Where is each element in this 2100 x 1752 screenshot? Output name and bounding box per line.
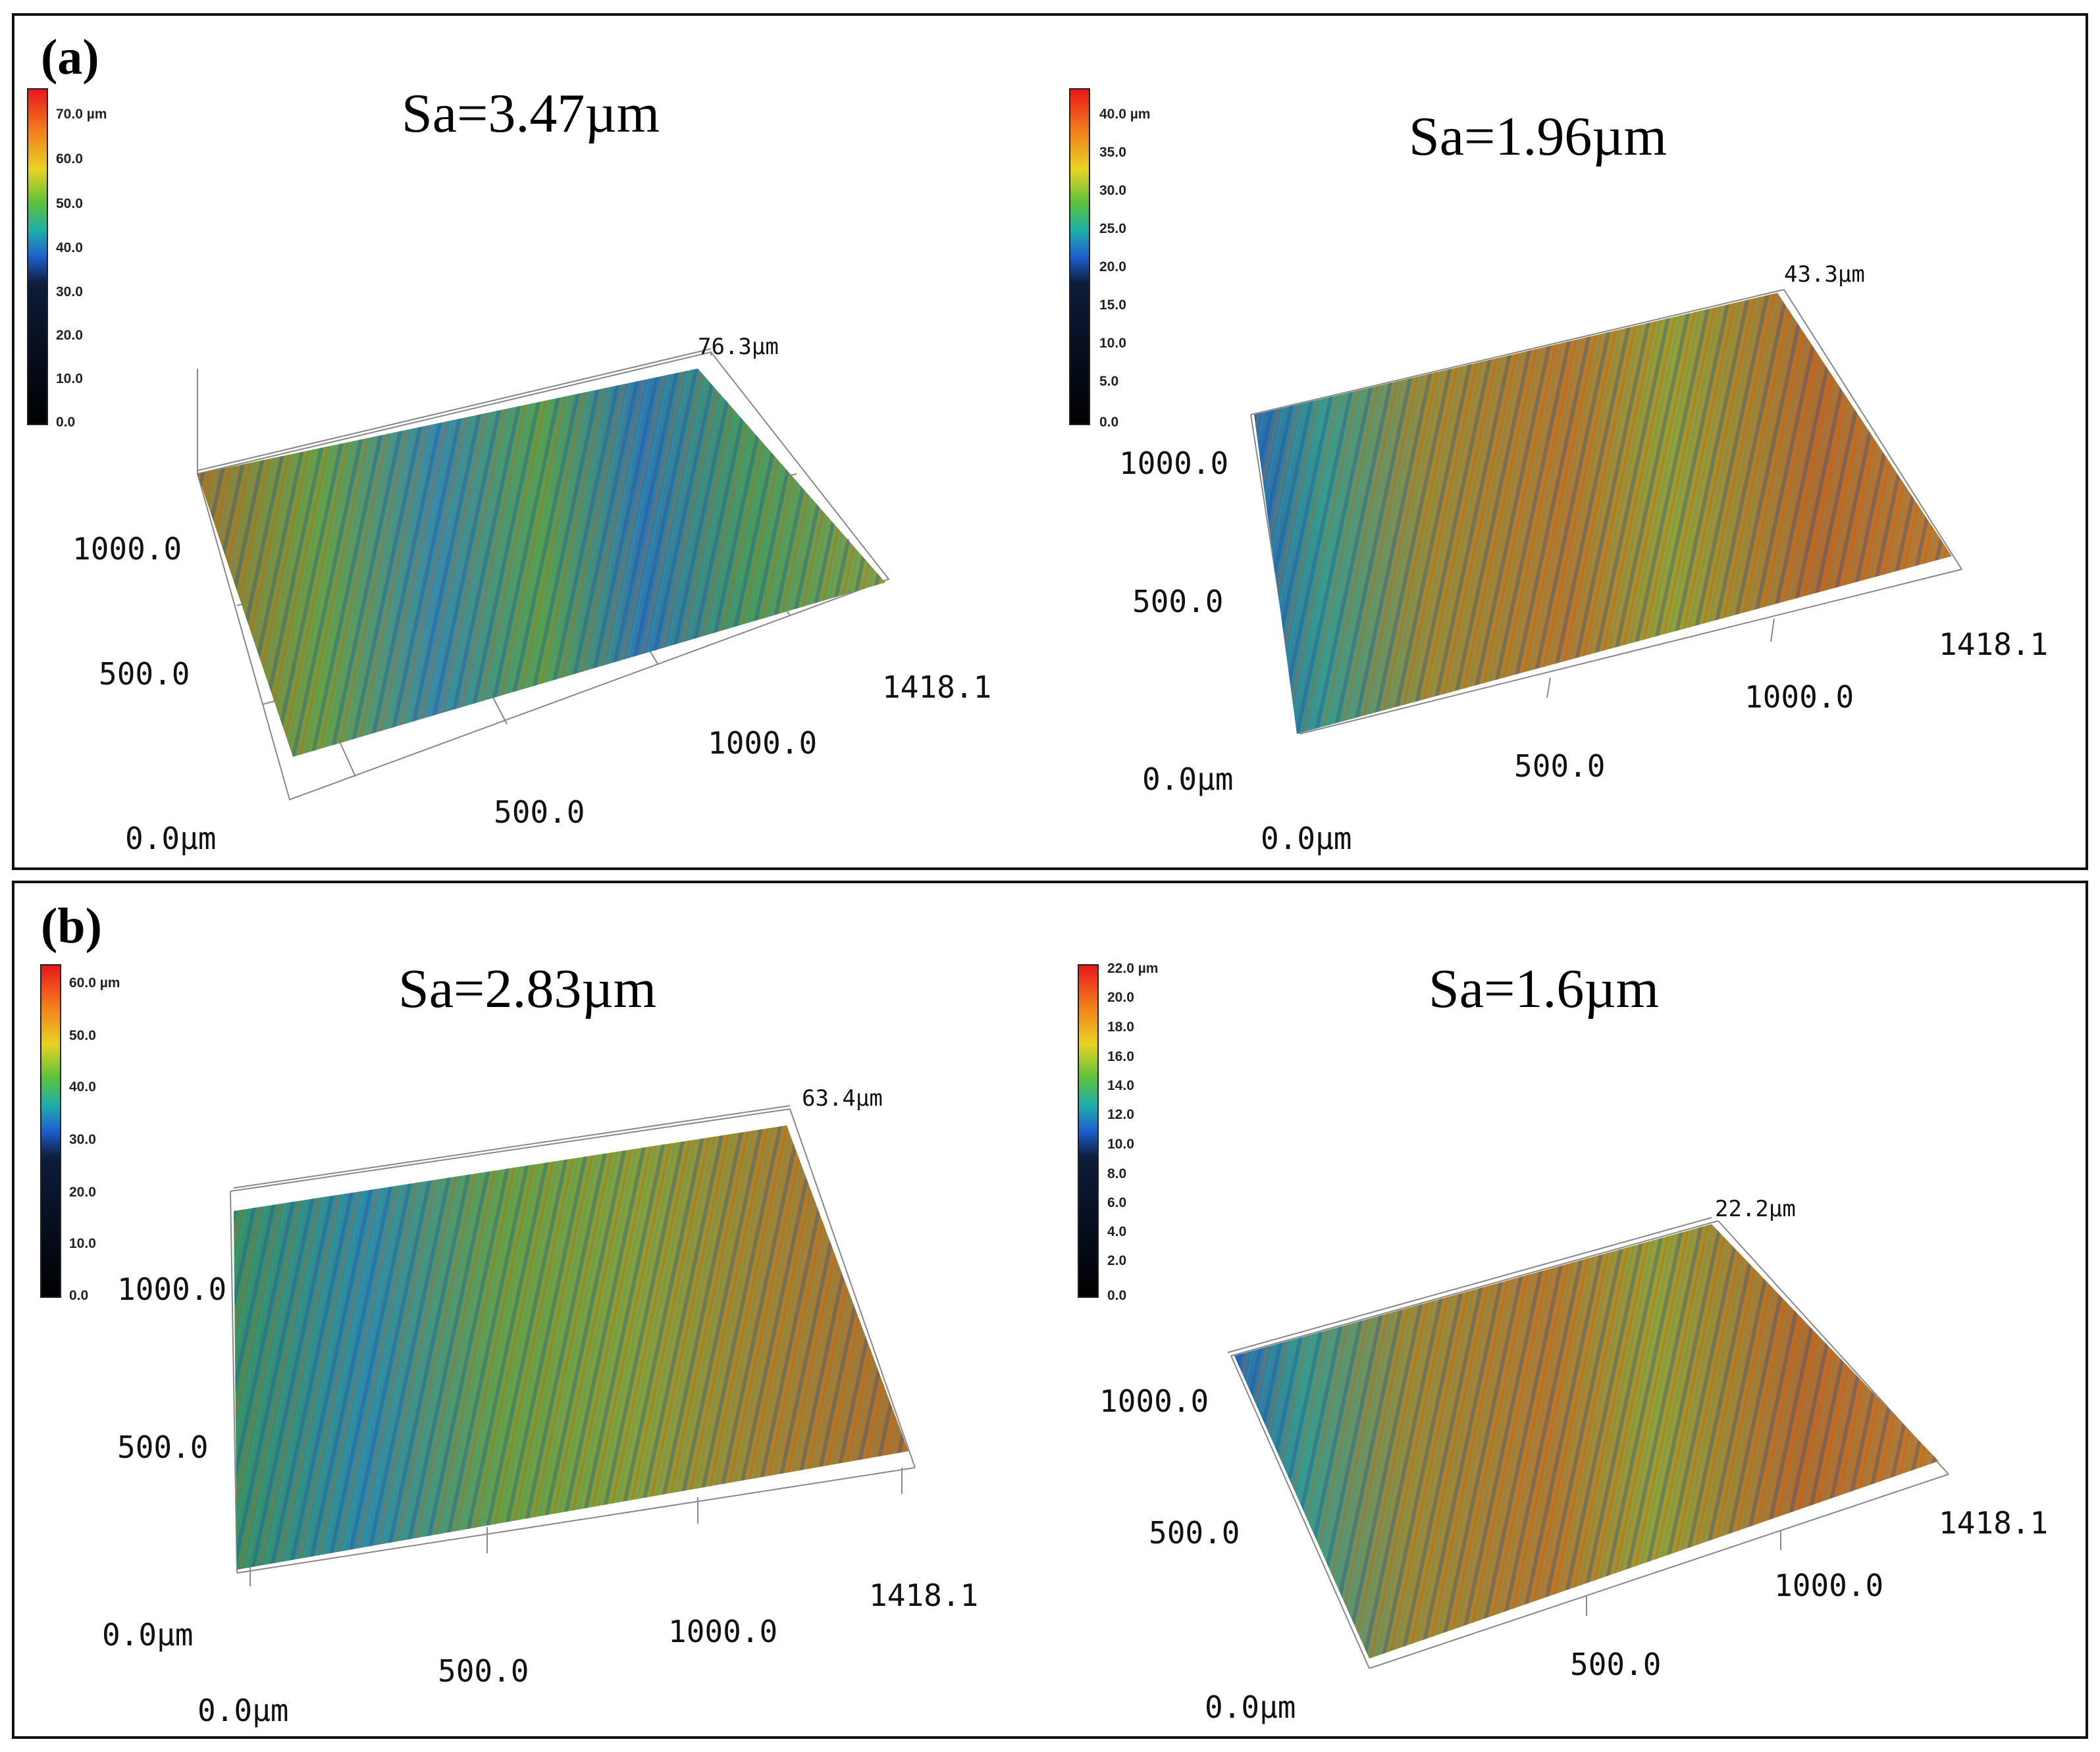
- colorbar-ticks: 60.0 µm 50.0 40.0 30.0 20.0 10.0 0.0: [69, 975, 120, 1303]
- colorbar-tick: 20.0: [1099, 259, 1126, 274]
- colorbar-tick: 20.0: [69, 1185, 96, 1200]
- plot-a2: 40.0 µm 35.0 30.0 25.0 20.0 15.0 10.0 5.…: [1069, 88, 2048, 856]
- colorbar-tick: 2.0: [1107, 1253, 1126, 1268]
- colorbar-tick: 14.0: [1107, 1078, 1134, 1093]
- colorbar-tick: 10.0: [56, 371, 83, 386]
- colorbar-ticks: 22.0 µm 20.0 18.0 16.0 14.0 12.0 10.0 8.…: [1107, 961, 1158, 1303]
- colorbar-tick: 35.0: [1099, 145, 1126, 160]
- z-max-label: 63.4µm: [802, 1085, 883, 1112]
- colorbar-tick: 30.0: [56, 284, 83, 299]
- origin-y-label: 0.0µm: [102, 1617, 193, 1653]
- surface-texture: [1234, 1224, 1939, 1659]
- colorbar-tick: 50.0: [56, 196, 83, 211]
- colorbar-tick: 5.0: [1099, 374, 1118, 389]
- colorbar-tick: 10.0: [1099, 336, 1126, 351]
- colorbar-ticks: 40.0 µm 35.0 30.0 25.0 20.0 15.0 10.0 5.…: [1099, 107, 1150, 430]
- x-tick: 1418.1: [882, 669, 991, 705]
- plot-b1: 60.0 µm 50.0 40.0 30.0 20.0 10.0 0.0 Sa=…: [40, 958, 978, 1728]
- colorbar-tick: 40.0: [69, 1079, 96, 1095]
- colorbar: [40, 964, 61, 1298]
- colorbar-tick: 0.0: [56, 415, 75, 430]
- colorbar-tick: 30.0: [69, 1132, 96, 1147]
- base-grid: [1227, 1217, 1949, 1669]
- colorbar-tick: 20.0: [56, 328, 83, 343]
- colorbar-tick: 10.0: [1107, 1137, 1134, 1152]
- surface-texture: [197, 369, 885, 757]
- colorbar: [1069, 88, 1090, 425]
- y-tick: 500.0: [1149, 1515, 1240, 1551]
- colorbar-tick: 8.0: [1107, 1166, 1126, 1181]
- colorbar-tick: 25.0: [1099, 221, 1126, 236]
- sa-value: Sa=3.47µm: [402, 83, 660, 144]
- z-max-label: 76.3µm: [698, 334, 779, 360]
- x-tick: 500.0: [1570, 1647, 1661, 1682]
- plot-b2: 22.0 µm 20.0 18.0 16.0 14.0 12.0 10.0 8.…: [1078, 958, 2048, 1725]
- colorbar-tick: 6.0: [1107, 1195, 1126, 1210]
- origin-label: 0.0µm: [1205, 1689, 1296, 1725]
- colorbar-tick: 30.0: [1099, 183, 1126, 198]
- colorbar-tick: 15.0: [1099, 297, 1126, 313]
- y-tick: 1000.0: [1119, 446, 1228, 481]
- y-tick: 500.0: [1132, 584, 1223, 619]
- x-tick: 1000.0: [1774, 1568, 1883, 1603]
- colorbar-tick: 70.0 µm: [56, 107, 107, 122]
- x-tick: 500.0: [1514, 748, 1605, 784]
- panel-b-label: (b): [41, 898, 102, 954]
- x-tick: 1000.0: [708, 725, 817, 761]
- y-tick: 500.0: [117, 1430, 208, 1465]
- colorbar-tick: 40.0 µm: [1099, 107, 1150, 122]
- x-tick: 1418.1: [869, 1578, 978, 1613]
- surface-texture: [1254, 293, 1952, 734]
- sa-value: Sa=2.83µm: [398, 958, 656, 1019]
- z-max-label: 22.2µm: [1715, 1196, 1796, 1222]
- x-tick: 1418.1: [1939, 627, 2048, 662]
- x-tick: 1000.0: [668, 1614, 777, 1649]
- colorbar-tick: 10.0: [69, 1236, 96, 1251]
- colorbar-tick: 0.0: [1099, 415, 1118, 430]
- panel-a-frame: [12, 13, 2088, 870]
- colorbar-tick: 22.0 µm: [1107, 961, 1158, 976]
- plot-a1: 70.0 µm 60.0 50.0 40.0 30.0 20.0 10.0 0.…: [27, 83, 991, 856]
- base-grid: [230, 1105, 916, 1586]
- colorbar-tick: 60.0: [56, 151, 83, 167]
- origin-label: 0.0µm: [1261, 821, 1352, 856]
- colorbar-tick: 40.0: [56, 240, 83, 255]
- x-tick: 1000.0: [1745, 679, 1854, 715]
- y-tick: 500.0: [99, 656, 190, 692]
- colorbar-tick: 20.0: [1107, 990, 1134, 1005]
- colorbar-tick: 18.0: [1107, 1019, 1134, 1035]
- sa-value: Sa=1.96µm: [1409, 106, 1667, 167]
- origin-label: 0.0µm: [197, 1693, 288, 1728]
- colorbar-tick: 0.0: [1107, 1288, 1126, 1303]
- colorbar-tick: 4.0: [1107, 1224, 1126, 1239]
- colorbar-tick: 50.0: [69, 1028, 96, 1043]
- y-tick: 1000.0: [72, 531, 182, 567]
- panel-a-label: (a): [41, 30, 99, 85]
- panel-b-frame: [12, 881, 2088, 1739]
- colorbar: [27, 88, 48, 425]
- x-tick: 1418.1: [1939, 1505, 2048, 1541]
- colorbar-tick: 0.0: [69, 1288, 88, 1303]
- colorbar-tick: 60.0 µm: [69, 975, 120, 991]
- colorbar-tick: 16.0: [1107, 1049, 1134, 1064]
- colorbar-ticks: 70.0 µm 60.0 50.0 40.0 30.0 20.0 10.0 0.…: [56, 107, 107, 430]
- y-tick: 1000.0: [117, 1272, 226, 1307]
- colorbar-tick: 12.0: [1107, 1107, 1134, 1122]
- origin-y-label: 0.0µm: [1142, 761, 1233, 797]
- sa-value: Sa=1.6µm: [1429, 958, 1659, 1019]
- surface-texture: [234, 1125, 908, 1570]
- x-tick: 500.0: [494, 794, 585, 830]
- z-max-label: 43.3µm: [1784, 261, 1865, 288]
- colorbar: [1078, 964, 1099, 1298]
- origin-label: 0.0µm: [125, 821, 216, 856]
- x-tick: 500.0: [438, 1653, 529, 1689]
- y-tick: 1000.0: [1099, 1383, 1209, 1419]
